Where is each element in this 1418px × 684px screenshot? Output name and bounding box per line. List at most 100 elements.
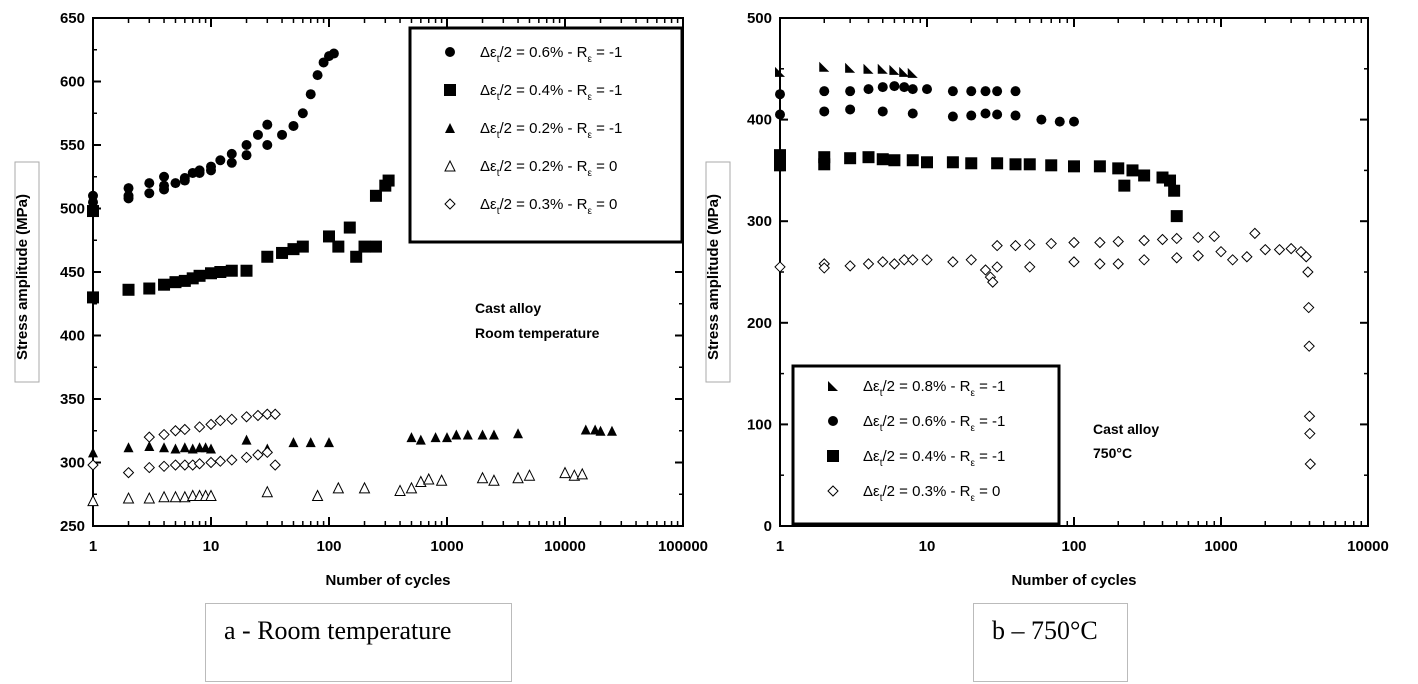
- data-point: [1171, 210, 1183, 222]
- y-tick-label: 300: [747, 213, 772, 230]
- data-point: [878, 257, 888, 267]
- data-point: [899, 67, 909, 77]
- data-point: [965, 157, 977, 169]
- data-point: [195, 168, 205, 178]
- series-2: [87, 175, 395, 304]
- data-point: [864, 259, 874, 269]
- data-point: [333, 483, 343, 493]
- data-point: [607, 426, 617, 436]
- annotation-line: Cast alloy: [1093, 421, 1159, 437]
- data-point: [845, 104, 855, 114]
- data-point: [87, 205, 99, 217]
- data-point: [144, 432, 154, 442]
- data-point: [980, 109, 990, 119]
- data-point: [194, 270, 206, 282]
- data-point: [88, 447, 98, 457]
- data-point: [215, 155, 225, 165]
- data-point: [159, 442, 169, 452]
- data-point: [524, 470, 534, 480]
- data-point: [297, 241, 309, 253]
- data-point: [241, 265, 253, 277]
- data-point: [889, 65, 899, 75]
- data-point: [360, 483, 370, 493]
- data-point: [215, 456, 225, 466]
- data-point: [359, 241, 371, 253]
- data-point: [819, 62, 829, 72]
- data-point: [170, 460, 180, 470]
- data-point: [416, 477, 426, 487]
- data-point: [774, 159, 786, 171]
- data-point: [577, 469, 587, 479]
- series-1: [775, 62, 918, 78]
- data-point: [1113, 259, 1123, 269]
- data-point: [324, 437, 334, 447]
- data-point: [966, 111, 976, 121]
- data-point: [242, 140, 252, 150]
- y-tick-label: 400: [60, 328, 85, 345]
- data-point: [144, 493, 154, 503]
- data-point: [253, 130, 263, 140]
- data-point: [159, 430, 169, 440]
- data-point: [845, 63, 855, 73]
- data-point: [253, 450, 263, 460]
- data-point: [395, 485, 405, 495]
- data-point: [180, 424, 190, 434]
- data-point: [1172, 233, 1182, 243]
- data-point: [206, 419, 216, 429]
- data-point: [1274, 245, 1284, 255]
- data-point: [1011, 241, 1021, 251]
- data-point: [560, 468, 570, 478]
- data-point: [581, 424, 591, 434]
- chart-a: 2503003504004505005506006501 10 100 1000 100…: [14, 10, 708, 589]
- data-point: [158, 279, 170, 291]
- data-point: [270, 460, 280, 470]
- data-point: [844, 152, 856, 164]
- data-point: [1094, 160, 1106, 172]
- data-point: [227, 455, 237, 465]
- data-point: [1069, 257, 1079, 267]
- x-tick-label: 10: [203, 538, 220, 555]
- data-point: [262, 120, 272, 130]
- data-point: [992, 262, 1002, 272]
- legend-marker: [444, 84, 456, 96]
- data-point: [370, 241, 382, 253]
- data-point: [424, 474, 434, 484]
- data-point: [463, 430, 473, 440]
- data-point: [489, 475, 499, 485]
- data-point: [1025, 262, 1035, 272]
- data-point: [819, 86, 829, 96]
- annotation-line: 750°C: [1093, 445, 1132, 461]
- data-point: [313, 70, 323, 80]
- data-point: [948, 86, 958, 96]
- data-point: [1138, 169, 1150, 181]
- data-point: [159, 492, 169, 502]
- y-tick-label: 300: [60, 455, 85, 472]
- data-point: [277, 130, 287, 140]
- data-point: [124, 191, 134, 201]
- data-point: [227, 149, 237, 159]
- data-point: [966, 255, 976, 265]
- data-point: [242, 150, 252, 160]
- data-point: [329, 49, 339, 59]
- data-point: [921, 156, 933, 168]
- data-point: [383, 175, 395, 187]
- data-point: [775, 89, 785, 99]
- data-point: [1304, 303, 1314, 313]
- x-axis-label: Number of cycles: [325, 572, 450, 589]
- data-point: [159, 461, 169, 471]
- data-point: [170, 444, 180, 454]
- data-point: [170, 178, 180, 188]
- data-point: [242, 452, 252, 462]
- y-tick-label: 650: [60, 10, 85, 27]
- data-point: [87, 291, 99, 303]
- legend-marker: [827, 450, 839, 462]
- data-point: [143, 283, 155, 295]
- data-point: [922, 255, 932, 265]
- data-point: [306, 89, 316, 99]
- data-point: [1046, 239, 1056, 249]
- caption-b: b – 750°C: [973, 603, 1128, 682]
- data-point: [819, 106, 829, 116]
- data-point: [878, 106, 888, 116]
- data-point: [1303, 267, 1313, 277]
- data-point: [966, 86, 976, 96]
